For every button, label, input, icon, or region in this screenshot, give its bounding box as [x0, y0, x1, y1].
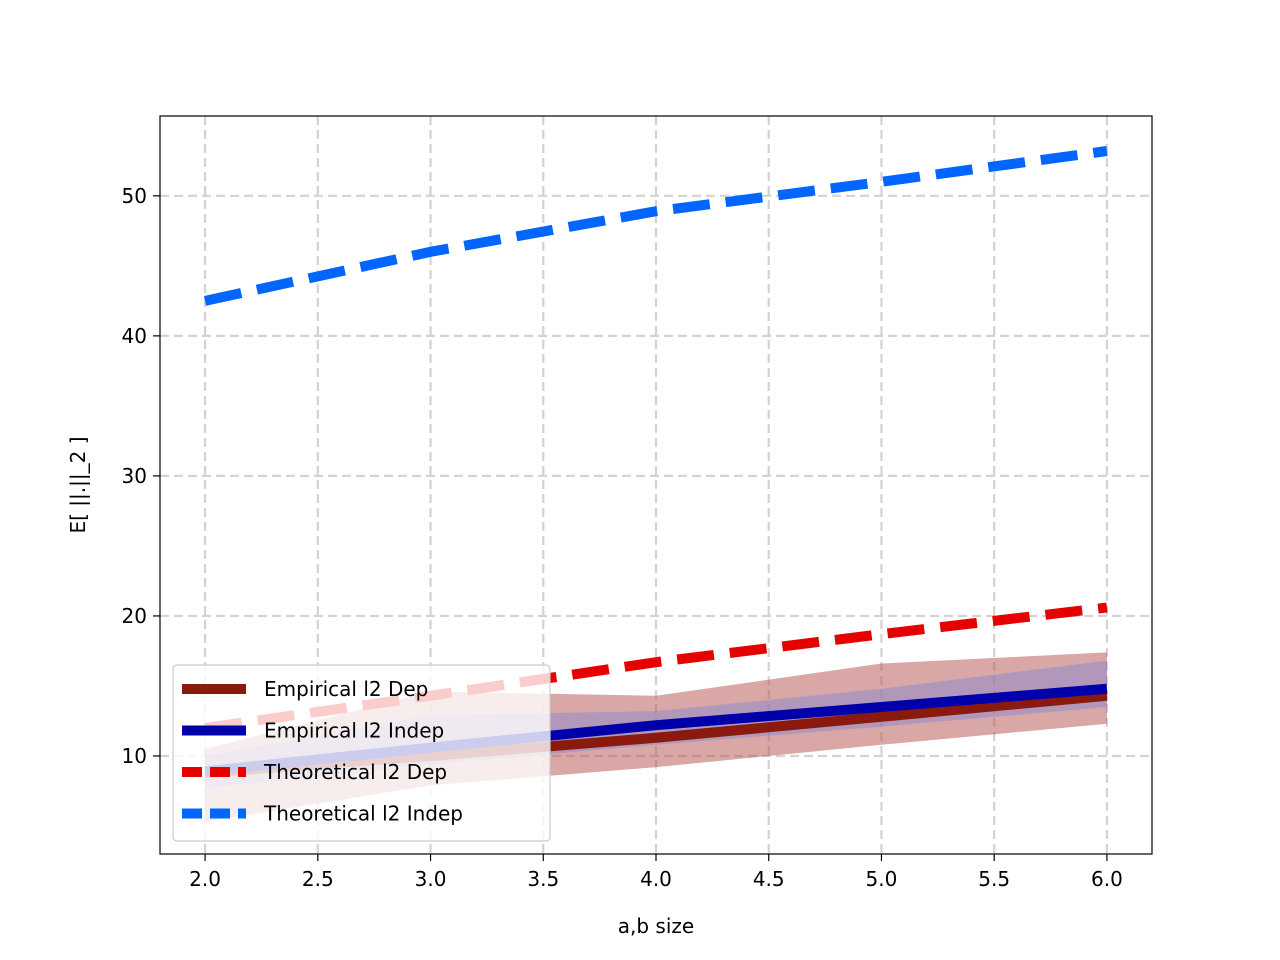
x-tick-label: 4.5 — [753, 867, 785, 891]
x-tick-label: 3.0 — [415, 867, 447, 891]
x-axis-ticks: 2.0 2.5 3.0 3.5 4.0 4.5 5.0 5.5 6.0 — [189, 854, 1123, 891]
x-axis-label: a,b size — [618, 914, 694, 938]
series-line-4 — [204, 146, 1108, 306]
x-tick-label: 4.0 — [640, 867, 672, 891]
y-axis-ticks: 10 20 30 40 50 — [122, 184, 160, 768]
x-tick-label: 6.0 — [1091, 867, 1123, 891]
x-tick-label: 2.0 — [189, 867, 221, 891]
y-tick-label: 20 — [122, 604, 147, 628]
legend-box — [172, 664, 551, 842]
legend-label: Theoretical l2 Indep — [263, 802, 463, 826]
y-tick-label: 30 — [122, 464, 147, 488]
x-tick-label: 2.5 — [302, 867, 334, 891]
legend-label: Theoretical l2 Dep — [263, 760, 447, 784]
grid — [160, 116, 1152, 854]
legend: Empirical l2 Dep Empirical l2 Indep Theore… — [172, 664, 551, 842]
y-tick-label: 40 — [122, 324, 147, 348]
y-tick-label: 10 — [122, 744, 147, 768]
legend-label: Empirical l2 Indep — [264, 719, 444, 743]
y-axis-label: E[ ||.||_2 ] — [66, 437, 90, 534]
legend-label: Empirical l2 Dep — [264, 677, 428, 701]
x-tick-label: 5.5 — [978, 867, 1010, 891]
x-tick-label: 3.5 — [527, 867, 559, 891]
y-tick-label: 50 — [122, 184, 147, 208]
x-tick-label: 5.0 — [866, 867, 898, 891]
series-line-3 — [204, 602, 1108, 733]
